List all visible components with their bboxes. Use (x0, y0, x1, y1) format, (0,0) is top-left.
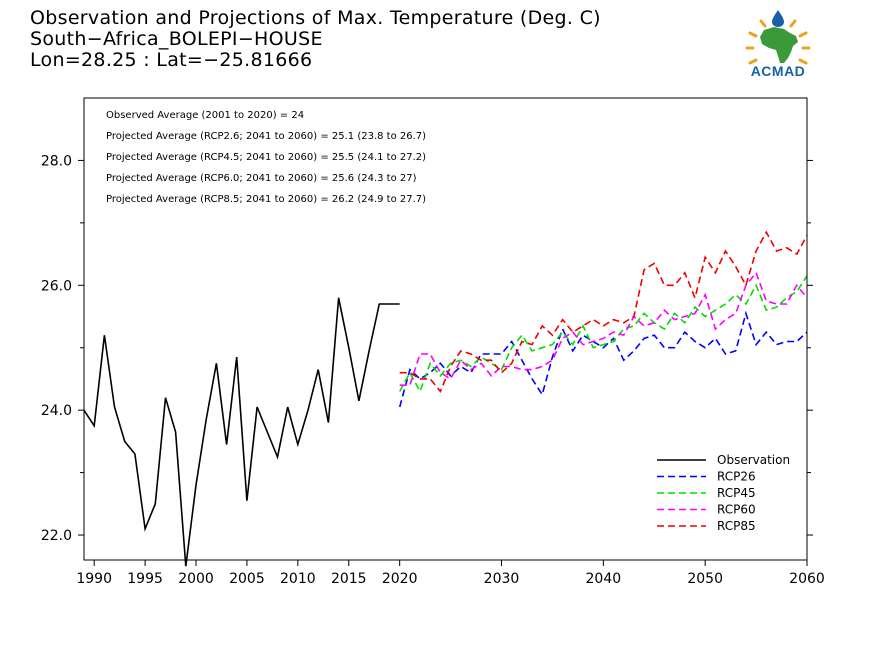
chart-legend: Observation RCP26 RCP45 RCP60 RCP85 (657, 453, 790, 533)
legend-label-rcp60: RCP60 (717, 503, 756, 517)
chart-title-block: Observation and Projections of Max. Temp… (30, 8, 601, 71)
annotation-line-2: Projected Average (RCP2.6; 2041 to 2060)… (106, 131, 426, 142)
series-line-rcp26 (398, 310, 808, 408)
series-line-rcp85 (399, 230, 808, 393)
annotation-line-5: Projected Average (RCP8.5; 2041 to 2060)… (106, 194, 426, 205)
y-tick-label: 24.0 (41, 403, 72, 419)
raindrop-icon (772, 10, 784, 27)
x-tick-label: 2005 (229, 571, 265, 587)
africa-map-icon (760, 27, 798, 63)
series-line-observation (83, 297, 400, 567)
legend-label-rcp45: RCP45 (717, 486, 756, 500)
x-tick-label: 2015 (331, 571, 367, 587)
acmad-logo (745, 10, 811, 65)
legend-label-rcp85: RCP85 (717, 519, 756, 533)
chart-subtitle-location: South−Africa_BOLEPI−HOUSE (30, 28, 323, 50)
axes-layer: 1990 1995 2000 2005 2010 2015 2020 2030 2040 2050… (41, 97, 825, 587)
legend-label-rcp26: RCP26 (717, 470, 756, 484)
acmad-logo-text: ACMAD (750, 63, 806, 79)
x-tick-label: 1995 (127, 571, 163, 587)
x-tick-label: 2000 (178, 571, 214, 587)
series-layer (83, 230, 808, 567)
annotation-line-1: Observed Average (2001 to 2020) = 24 (106, 110, 304, 121)
y-tick-label: 26.0 (41, 278, 72, 294)
series-line-rcp60 (399, 271, 808, 387)
x-tick-label: 2050 (687, 571, 723, 587)
x-tick-label: 2040 (586, 571, 622, 587)
plot-frame (83, 97, 808, 561)
x-tick-label: 2030 (484, 571, 520, 587)
annotation-line-4: Projected Average (RCP6.0; 2041 to 2060)… (106, 173, 417, 184)
chart-subtitle-coordinates: Lon=28.25 : Lat=−25.81666 (30, 49, 313, 71)
x-tick-label: 2020 (382, 571, 418, 587)
series-line-rcp45 (398, 275, 808, 394)
y-tick-label: 28.0 (41, 153, 72, 169)
x-tick-label: 2060 (789, 571, 825, 587)
x-tick-label: 2010 (280, 571, 316, 587)
chart-title: Observation and Projections of Max. Temp… (30, 7, 601, 29)
chart-annotations: Observed Average (2001 to 2020) = 24 Proj… (106, 110, 426, 205)
legend-label-observation: Observation (717, 453, 790, 467)
annotation-line-3: Projected Average (RCP4.5; 2041 to 2060)… (106, 152, 426, 163)
y-tick-label: 22.0 (41, 528, 72, 544)
x-tick-label: 1990 (76, 571, 112, 587)
